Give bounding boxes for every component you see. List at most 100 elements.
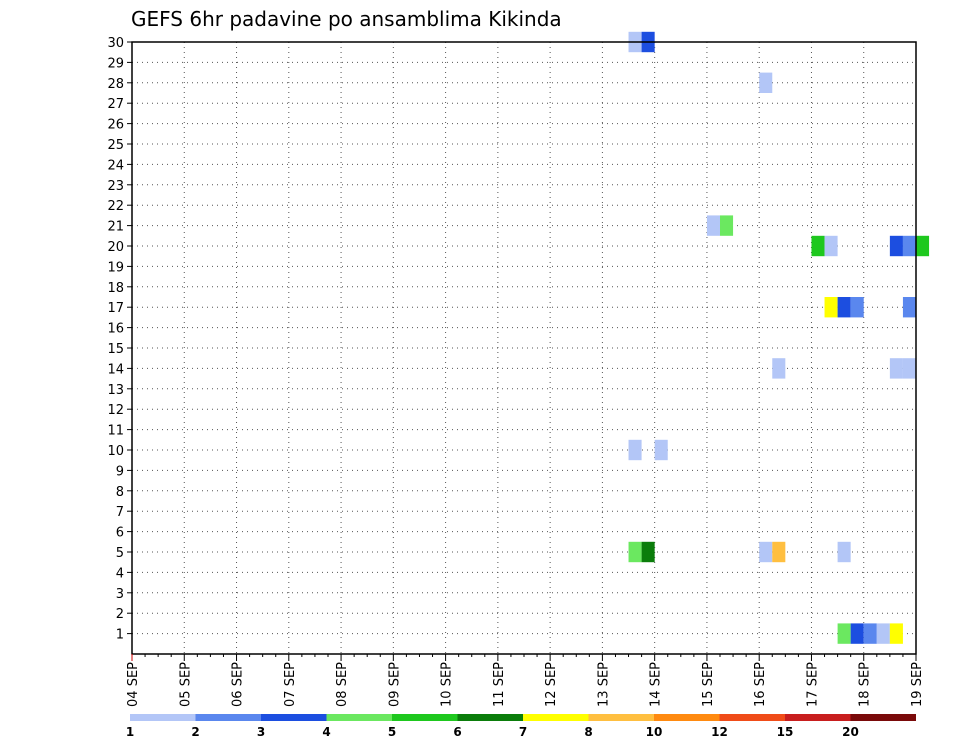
y-tick-label: 14: [107, 362, 124, 377]
legend-swatch: [392, 714, 458, 721]
x-tick-label: 06 SEP: [231, 662, 246, 707]
x-tick-label: 15 SEP: [701, 662, 716, 707]
chart-title: GEFS 6hr padavine po ansamblima Kikinda: [131, 7, 562, 31]
y-tick-label: 6: [116, 526, 124, 541]
legend-swatch: [850, 714, 916, 721]
legend-swatch: [588, 714, 654, 721]
heatmap-cell: [811, 235, 825, 257]
heatmap-cell: [837, 541, 851, 563]
y-tick-label: 21: [107, 220, 124, 235]
heatmap-cell: [706, 215, 720, 236]
heatmap-cell: [916, 235, 930, 257]
heatmap-cell: [654, 439, 668, 461]
x-tick-label: 07 SEP: [283, 662, 298, 707]
legend-swatch: [523, 714, 589, 721]
heatmap-cell: [889, 235, 903, 257]
heatmap-cell: [628, 439, 642, 461]
heatmap-cell: [837, 623, 851, 644]
x-tick-label: 13 SEP: [596, 662, 611, 707]
heatmap-cell: [759, 541, 773, 563]
x-tick-label: 17 SEP: [805, 662, 820, 707]
y-tick-label: 11: [107, 424, 124, 439]
heatmap-cell: [902, 358, 916, 379]
y-tick-label: 4: [116, 566, 124, 581]
y-tick-label: 19: [107, 260, 124, 275]
y-tick-label: 20: [107, 240, 124, 255]
legend-label: 5: [388, 725, 396, 739]
heatmap-cell: [628, 541, 642, 563]
legend-label: 8: [584, 725, 592, 739]
legend-swatch: [130, 714, 196, 721]
heatmap-cell: [889, 623, 903, 644]
heatmap-cell: [876, 623, 890, 644]
y-tick-label: 26: [107, 118, 124, 133]
color-legend: 1 2 3 4 5 6 7 8 10 12 15 20: [126, 714, 916, 739]
grid-lines: [132, 41, 916, 654]
heatmap-cell: [850, 297, 864, 318]
heatmap-cell: [863, 623, 877, 644]
heatmap-cell: [837, 297, 851, 318]
heatmap-cell: [772, 541, 786, 563]
y-tick-label: 8: [116, 485, 124, 500]
x-tick-label: 09 SEP: [387, 662, 402, 707]
legend-label: 3: [257, 725, 265, 739]
legend-label: 7: [519, 725, 527, 739]
heatmap-cell: [720, 215, 734, 236]
legend-swatch: [654, 714, 720, 721]
y-tick-label: 30: [107, 36, 124, 51]
legend-label: 2: [191, 725, 199, 739]
heatmap-cell: [759, 72, 773, 93]
y-tick-label: 29: [107, 56, 124, 71]
x-tick-label: 18 SEP: [858, 662, 873, 707]
legend-swatch: [326, 714, 392, 721]
x-tick-label: 14 SEP: [649, 662, 664, 707]
y-tick-label: 24: [107, 158, 124, 173]
legend-label: 10: [646, 725, 663, 739]
x-tick-label: 08 SEP: [335, 662, 350, 707]
x-tick-label: 12 SEP: [544, 662, 559, 707]
legend-label: 1: [126, 725, 134, 739]
heatmap-cell: [850, 623, 864, 644]
y-tick-label: 1: [116, 628, 124, 643]
y-tick-label: 16: [107, 322, 124, 337]
x-tick-label: 19 SEP: [910, 662, 925, 707]
legend-swatch: [195, 714, 261, 721]
legend-label: 4: [322, 725, 330, 739]
y-tick-label: 7: [116, 505, 124, 520]
legend-label: 20: [842, 725, 859, 739]
plot-frame: [131, 41, 917, 655]
legend-label: 12: [711, 725, 728, 739]
x-tick-label: 04 SEP: [126, 662, 141, 707]
legend-label: 15: [777, 725, 794, 739]
heatmap-cell: [824, 297, 838, 318]
y-tick-label: 9: [116, 464, 124, 479]
legend-swatch: [261, 714, 327, 721]
y-tick-label: 17: [107, 301, 124, 316]
heatmap-cell: [641, 541, 655, 563]
y-tick-label: 23: [107, 179, 124, 194]
x-tick-label: 11 SEP: [492, 662, 507, 707]
y-tick-label: 18: [107, 281, 124, 296]
y-tick-label: 28: [107, 77, 124, 92]
heatmap-cell: [902, 297, 916, 318]
legend-swatch: [785, 714, 851, 721]
y-tick-label: 22: [107, 199, 124, 214]
heatmap-cell: [772, 358, 786, 379]
heatmap-cell: [824, 235, 838, 257]
y-tick-label: 13: [107, 383, 124, 398]
x-tick-label: 10 SEP: [440, 662, 455, 707]
legend-label: 6: [453, 725, 461, 739]
y-tick-label: 2: [116, 607, 124, 622]
x-tick-label: 05 SEP: [178, 662, 193, 707]
heatmap-cell: [902, 235, 916, 257]
heatmap-cells: [628, 31, 930, 644]
x-tick-label: 16 SEP: [753, 662, 768, 707]
y-tick-label: 3: [116, 587, 124, 602]
y-tick-label: 25: [107, 138, 124, 153]
legend-swatch: [719, 714, 785, 721]
y-tick-label: 12: [107, 403, 124, 418]
y-tick-label: 27: [107, 97, 124, 112]
x-axis: 04 SEP 05 SEP 06 SEP 07 SEP 08 SEP 09 SEP 10 S…: [126, 654, 925, 707]
y-axis: 1234567891011121314151617181920212223242…: [107, 36, 132, 643]
